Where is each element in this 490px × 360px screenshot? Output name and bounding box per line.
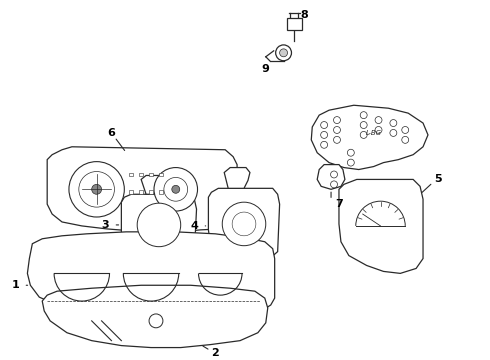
Text: L-BG: L-BG [366, 130, 382, 136]
Circle shape [331, 171, 338, 178]
Text: 2: 2 [212, 347, 219, 357]
Circle shape [222, 202, 266, 246]
Circle shape [164, 177, 188, 201]
Circle shape [390, 130, 397, 136]
Circle shape [320, 131, 328, 138]
Circle shape [390, 120, 397, 126]
Bar [149, 172, 153, 176]
Bar [159, 190, 163, 194]
Circle shape [232, 212, 256, 236]
Bar [159, 172, 163, 176]
Text: 8: 8 [300, 10, 308, 20]
Polygon shape [122, 194, 196, 258]
Bar [287, 18, 302, 30]
Text: 9: 9 [262, 64, 270, 74]
Polygon shape [311, 105, 428, 170]
Circle shape [375, 126, 382, 134]
Circle shape [320, 122, 328, 129]
Circle shape [360, 122, 367, 129]
Circle shape [360, 112, 367, 118]
Polygon shape [141, 175, 166, 194]
Text: 5: 5 [434, 175, 441, 184]
Polygon shape [27, 232, 275, 315]
Text: 1: 1 [12, 280, 20, 290]
Circle shape [331, 181, 338, 188]
Polygon shape [208, 188, 280, 261]
Circle shape [154, 167, 197, 211]
Circle shape [69, 162, 124, 217]
Circle shape [137, 203, 181, 247]
Text: 7: 7 [335, 199, 343, 209]
Bar [129, 172, 133, 176]
Polygon shape [224, 167, 250, 188]
Circle shape [360, 131, 367, 138]
Circle shape [402, 126, 409, 134]
Circle shape [347, 159, 354, 166]
Circle shape [276, 45, 292, 61]
Circle shape [92, 184, 101, 194]
Circle shape [172, 185, 180, 193]
Circle shape [402, 136, 409, 143]
Circle shape [320, 141, 328, 148]
Circle shape [280, 49, 288, 57]
Bar [139, 172, 143, 176]
Circle shape [334, 136, 341, 143]
Polygon shape [42, 285, 268, 347]
Circle shape [375, 117, 382, 123]
Polygon shape [47, 147, 237, 232]
Circle shape [347, 149, 354, 156]
Polygon shape [317, 165, 345, 189]
Bar [129, 190, 133, 194]
Bar [149, 190, 153, 194]
Text: 6: 6 [107, 128, 116, 138]
Text: 4: 4 [191, 221, 198, 231]
Text: 3: 3 [102, 220, 109, 230]
Bar [139, 190, 143, 194]
Circle shape [334, 117, 341, 123]
Circle shape [149, 314, 163, 328]
Circle shape [334, 126, 341, 134]
Polygon shape [339, 179, 423, 273]
Circle shape [79, 171, 115, 207]
